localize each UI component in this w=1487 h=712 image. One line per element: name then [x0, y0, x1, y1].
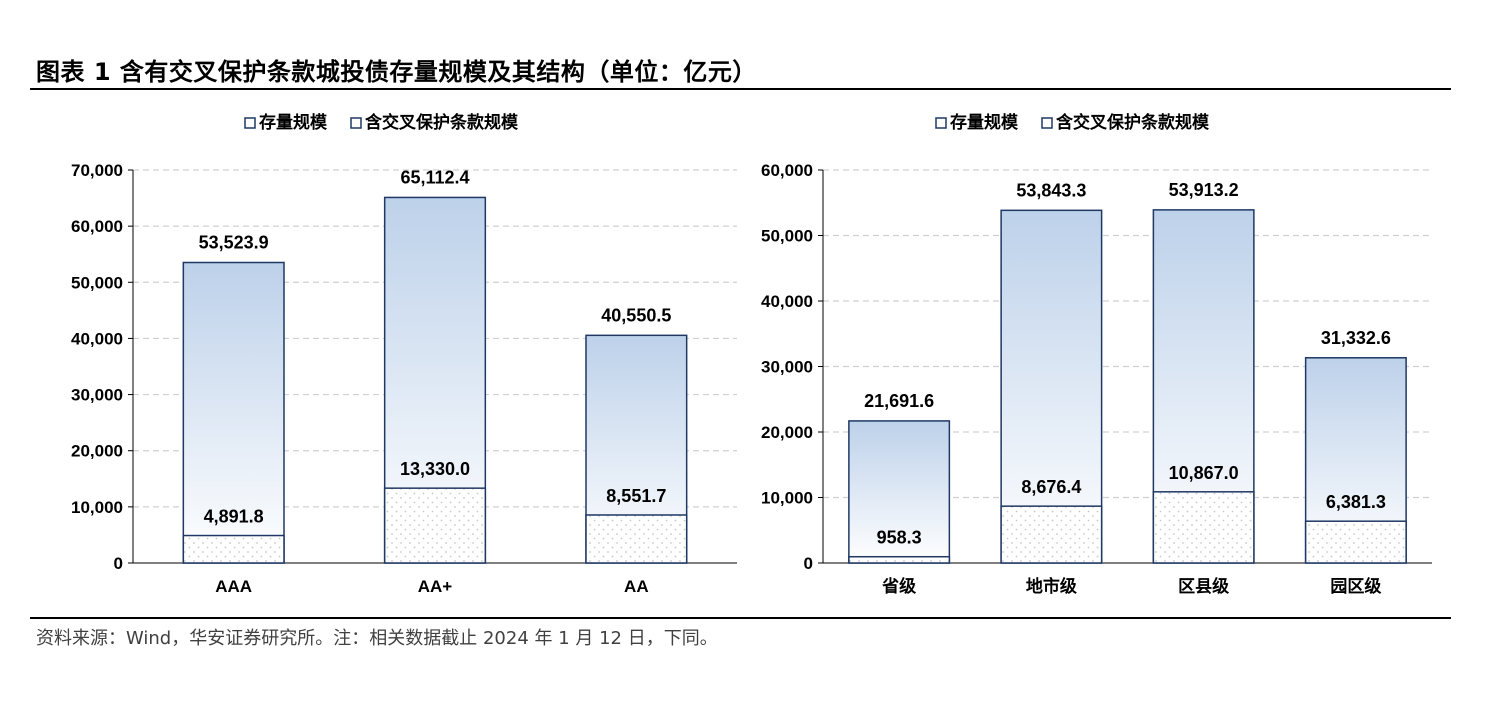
chart-by-admin-level: 0 10,000 20,000 30,000 40,000 50,000 60,000 21,…	[761, 112, 1432, 596]
bar-cross-protection	[1152, 491, 1255, 564]
bar-cross-protection	[182, 534, 285, 564]
x-category-label: 园区级	[1330, 576, 1381, 596]
data-label-total: 53,843.3	[1016, 180, 1086, 200]
y-tick-label: 30,000	[761, 358, 813, 377]
bar-cross-protection	[585, 514, 688, 564]
data-label-total: 65,112.4	[400, 167, 469, 187]
legend: 存量规模 含交叉保护条款规模	[244, 112, 519, 132]
x-category-label: 地市级	[1026, 576, 1077, 596]
data-label-cross-protection: 6,381.3	[1326, 492, 1386, 512]
x-category-label: AAA	[215, 577, 252, 596]
x-category-label: AA	[624, 577, 649, 596]
data-label-cross-protection: 13,330.0	[400, 459, 470, 479]
bar-cross-protection	[1304, 520, 1407, 564]
bar-total-stock	[848, 420, 951, 564]
y-tick-label: 0	[114, 554, 123, 573]
bar-cross-protection	[383, 487, 487, 564]
y-tick-label: 50,000	[761, 227, 813, 246]
legend-swatch	[1041, 117, 1053, 129]
figure-title: 图表 1 含有交叉保护条款城投债存量规模及其结构（单位：亿元）	[36, 58, 757, 86]
data-label-cross-protection: 958.3	[877, 528, 922, 548]
data-label-total: 21,691.6	[864, 391, 934, 411]
legend-label: 含交叉保护条款规模	[365, 112, 519, 132]
data-label-total: 53,913.2	[1169, 180, 1239, 200]
y-tick-label: 20,000	[71, 442, 123, 461]
bar-total-stock	[182, 261, 285, 564]
data-label-total: 31,332.6	[1321, 328, 1391, 348]
y-tick-label: 0	[804, 554, 813, 573]
legend-label: 存量规模	[950, 112, 1019, 132]
data-label-cross-protection: 8,676.4	[1021, 477, 1081, 497]
legend-label: 含交叉保护条款规模	[1056, 112, 1210, 132]
bar-cross-protection	[1000, 505, 1103, 564]
x-category-label: 区县级	[1178, 576, 1229, 596]
y-tick-label: 60,000	[761, 161, 813, 180]
y-tick-label: 60,000	[71, 217, 123, 236]
y-tick-label: 40,000	[71, 329, 123, 348]
x-category-label: 省级	[881, 576, 916, 596]
source-note: 资料来源：Wind，华安证券研究所。注：相关数据截止 2024 年 1 月 12…	[36, 628, 718, 649]
data-label-total: 53,523.9	[199, 233, 269, 253]
footer-divider	[30, 617, 1451, 619]
legend: 存量规模 含交叉保护条款规模	[935, 112, 1210, 132]
legend-swatch	[350, 117, 362, 129]
chart-by-rating: 0 10,000 20,000 30,000 40,000 50,000 60,000 70,…	[71, 112, 737, 596]
data-label-cross-protection: 4,891.8	[204, 507, 264, 527]
x-category-label: AA+	[418, 577, 453, 596]
y-tick-label: 10,000	[761, 489, 813, 508]
title-divider	[30, 88, 1451, 90]
bar-cross-protection	[848, 555, 951, 564]
y-tick-label: 10,000	[71, 498, 123, 517]
bar-total-stock	[1000, 209, 1103, 564]
data-label-cross-protection: 10,867.0	[1169, 463, 1239, 483]
y-tick-label: 20,000	[761, 423, 813, 442]
data-label-cross-protection: 8,551.7	[606, 486, 666, 506]
y-tick-label: 50,000	[71, 273, 123, 292]
data-label-total: 40,550.5	[601, 305, 671, 325]
y-tick-label: 70,000	[71, 161, 123, 180]
legend-swatch	[935, 117, 947, 129]
legend-label: 存量规模	[259, 112, 328, 132]
y-tick-label: 30,000	[71, 386, 123, 405]
legend-swatch	[244, 117, 256, 129]
y-tick-label: 40,000	[761, 292, 813, 311]
